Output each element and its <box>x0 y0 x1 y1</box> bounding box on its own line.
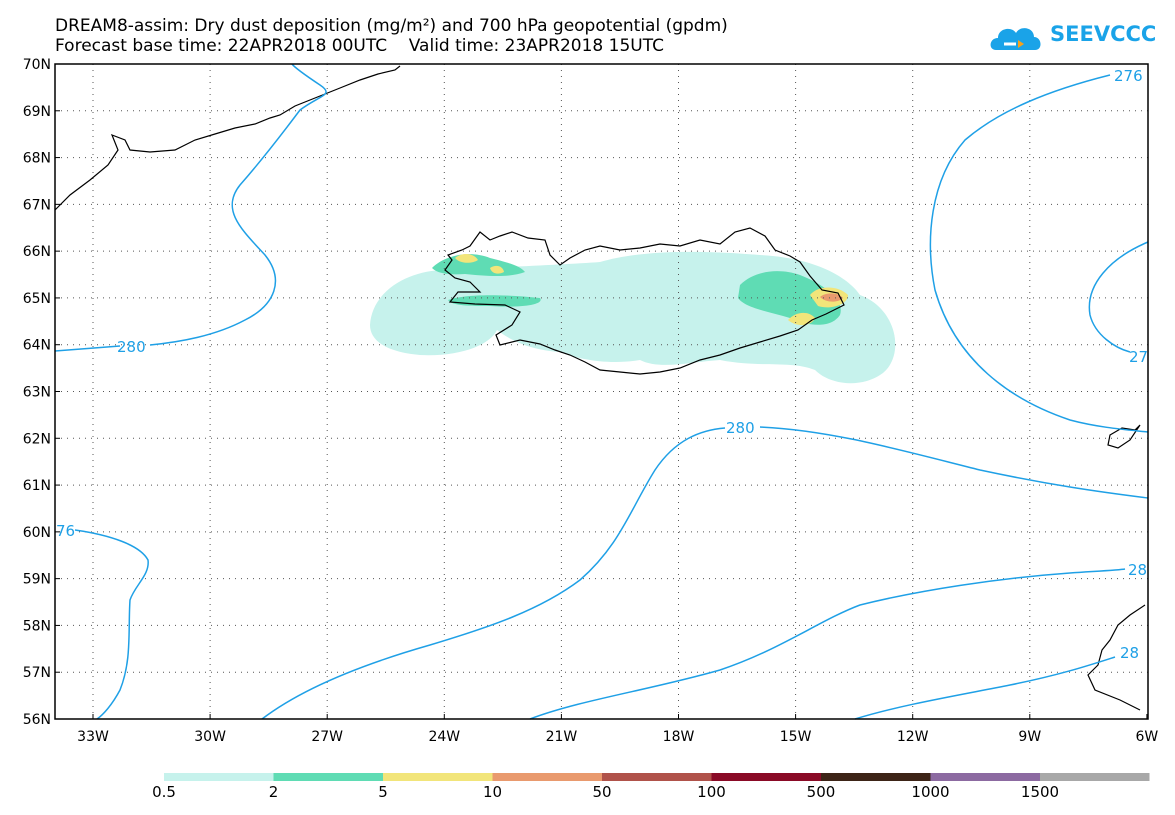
contour-28-se2 <box>854 656 1116 720</box>
coastlines <box>54 65 1146 711</box>
colorbar-swatch-2 <box>383 773 493 781</box>
lat-label-63N: 63N <box>23 385 51 401</box>
lon-label-30W: 30W <box>194 729 226 745</box>
contour-labels: 280 280 276 27 76 28 28 <box>56 67 1148 662</box>
lat-label-66N: 66N <box>23 244 51 260</box>
contour-27-east <box>1088 241 1149 353</box>
colorbar-label-100: 100 <box>697 783 726 801</box>
colorbar-swatch-7 <box>930 773 1040 781</box>
lat-label-58N: 58N <box>23 618 51 634</box>
lat-label-64N: 64N <box>23 338 51 354</box>
colorbar-swatch-8 <box>1040 773 1150 781</box>
lon-label-24W: 24W <box>428 729 460 745</box>
colorbar-swatch-3 <box>492 773 602 781</box>
lat-label-56N: 56N <box>23 712 51 728</box>
dust-area-yellow-nw <box>455 254 478 263</box>
colorbar-label-50: 50 <box>592 783 612 801</box>
lon-label-9W: 9W <box>1018 729 1041 745</box>
lat-label-59N: 59N <box>23 572 51 588</box>
lat-label-57N: 57N <box>23 665 51 681</box>
latitude-labels: 70N 69N 68N 67N 66N 65N 64N 63N 62N 61N 60N 59N 58N 5… <box>23 57 60 728</box>
lat-label-69N: 69N <box>23 104 51 120</box>
lat-label-70N: 70N <box>23 57 51 73</box>
lon-label-33W: 33W <box>77 729 109 745</box>
lon-label-27W: 27W <box>311 729 343 745</box>
lat-label-62N: 62N <box>23 431 51 447</box>
colorbar-label-1500: 1500 <box>1020 783 1060 801</box>
logo-text: SEEVCCC <box>1050 22 1157 46</box>
colorbar-label-0.5: 0.5 <box>152 783 176 801</box>
colorbar-label-1000: 1000 <box>911 783 950 801</box>
colorbar-swatch-4 <box>602 773 712 781</box>
dust-area-orange-east <box>820 293 843 302</box>
contour-label-27-east: 27 <box>1129 348 1148 366</box>
lon-label-6W: 6W <box>1136 729 1159 745</box>
lat-label-60N: 60N <box>23 525 51 541</box>
contour-label-76-west: 76 <box>56 522 75 540</box>
contour-280-center <box>261 426 1149 720</box>
geopotential-contours <box>54 63 1149 720</box>
colorbar-label-500: 500 <box>806 783 836 801</box>
faroe-coastline <box>1107 424 1141 449</box>
contour-label-276-ne: 276 <box>1114 67 1143 85</box>
lat-label-65N: 65N <box>23 291 51 307</box>
lon-label-21W: 21W <box>546 729 578 745</box>
colorbar-label-5: 5 <box>378 783 388 801</box>
colorbar <box>164 773 1150 781</box>
contour-76-west <box>74 529 149 720</box>
lat-label-68N: 68N <box>23 151 51 167</box>
longitude-labels: 33W 30W 27W 24W 21W 18W 15W 12W 9W 6W <box>77 714 1158 745</box>
cloud-icon <box>990 28 1041 50</box>
contour-label-28-se: 28 <box>1128 561 1147 579</box>
map-title: DREAM8-assim: Dry dust deposition (mg/m²… <box>55 16 728 36</box>
lat-label-61N: 61N <box>23 478 51 494</box>
contour-28-se <box>529 568 1126 720</box>
contour-276-ne <box>929 74 1149 433</box>
lon-label-18W: 18W <box>663 729 695 745</box>
dust-deposition-shading <box>370 251 896 384</box>
colorbar-label-2: 2 <box>268 783 279 801</box>
contour-280-west <box>54 63 327 352</box>
dust-area-medium-nw <box>432 254 525 276</box>
lon-label-12W: 12W <box>897 729 929 745</box>
contour-label-28-se2: 28 <box>1120 644 1139 662</box>
iceland-coastline <box>444 227 845 375</box>
contour-label-280-center: 280 <box>726 419 755 437</box>
colorbar-swatch-5 <box>711 773 821 781</box>
lon-label-15W: 15W <box>780 729 812 745</box>
dust-area-yellow-nw2 <box>490 265 504 274</box>
contour-label-280-west: 280 <box>117 338 146 356</box>
colorbar-swatch-1 <box>273 773 383 781</box>
colorbar-label-10: 10 <box>482 783 503 801</box>
map-subtitle: Forecast base time: 22APR2018 00UTC Vali… <box>55 36 664 56</box>
lat-label-67N: 67N <box>23 197 51 213</box>
dust-area-medium-east <box>738 271 841 325</box>
colorbar-swatch-6 <box>821 773 931 781</box>
scotland-coastline <box>1087 604 1146 711</box>
greenland-coastline <box>54 65 401 211</box>
colorbar-swatch-0 <box>164 773 274 781</box>
grid-lines <box>55 64 1148 719</box>
